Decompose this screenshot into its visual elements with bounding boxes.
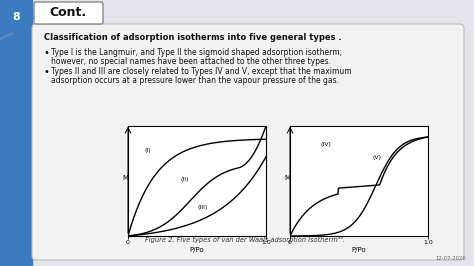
Text: Classification of adsorption isotherms into five general types .: Classification of adsorption isotherms i… — [44, 33, 342, 42]
Text: •: • — [44, 67, 50, 77]
Text: Types II and III are closely related to Types IV and V, except that the maximum: Types II and III are closely related to … — [51, 67, 352, 76]
Text: •: • — [44, 48, 50, 58]
Y-axis label: M: M — [284, 175, 290, 181]
Text: 8: 8 — [12, 12, 20, 22]
FancyArrow shape — [0, 10, 34, 18]
X-axis label: P/Po: P/Po — [352, 247, 366, 252]
Text: (IV): (IV) — [320, 142, 331, 147]
Bar — [0, 0, 32, 266]
Text: (I): (I) — [145, 148, 151, 153]
Y-axis label: M: M — [122, 175, 128, 181]
Text: (V): (V) — [373, 155, 382, 160]
Text: Cont.: Cont. — [49, 6, 87, 19]
Text: Type I is the Langmuir, and Type II the sigmoid shaped adsorption isotherm;: Type I is the Langmuir, and Type II the … — [51, 48, 342, 57]
Text: (III): (III) — [197, 205, 207, 210]
Text: adsorption occurs at a pressure lower than the vapour pressure of the gas.: adsorption occurs at a pressure lower th… — [51, 76, 339, 85]
Text: (II): (II) — [181, 177, 189, 182]
FancyBboxPatch shape — [34, 2, 103, 24]
Text: however, no special names have been attached to the other three types.: however, no special names have been atta… — [51, 57, 331, 66]
FancyBboxPatch shape — [32, 24, 464, 260]
X-axis label: P/Po: P/Po — [190, 247, 204, 252]
Text: 12-07-2020: 12-07-2020 — [435, 256, 466, 261]
Text: Figure 2. Five types of van der Waals adsorption isotherm¹³.: Figure 2. Five types of van der Waals ad… — [145, 236, 345, 243]
